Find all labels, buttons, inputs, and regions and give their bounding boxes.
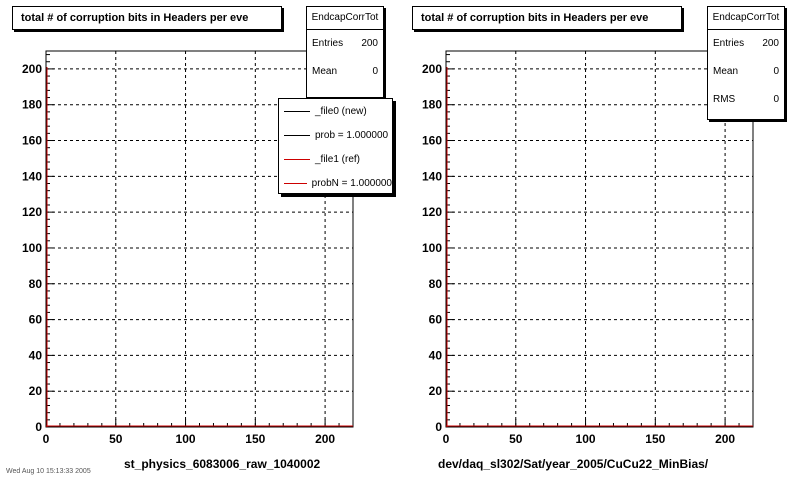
right-stats-box: EndcapCorrTot Entries 200 Mean 0 RMS 0 [707, 6, 785, 120]
left-y-tick-label: 0 [35, 420, 42, 434]
left-plot-title: total # of corruption bits in Headers pe… [12, 6, 282, 30]
left-x-tick-label: 100 [176, 432, 196, 446]
left-stats-name: EndcapCorrTot [307, 7, 383, 30]
legend-label-file0: _file0 (new) [315, 105, 367, 117]
right-y-tick-label: 60 [429, 313, 443, 327]
left-x-tick-label: 0 [43, 432, 50, 446]
left-y-tick-label: 160 [22, 134, 42, 148]
left-stats-entries-row: Entries 200 [307, 30, 383, 58]
right-x-axis-label: dev/daq_sl302/Sat/year_2005/CuCu22_MinBi… [438, 457, 709, 471]
legend-label-prob: prob = 1.000000 [315, 129, 389, 141]
left-x-tick-label: 150 [245, 432, 265, 446]
right-stats-mean-row: Mean 0 [708, 58, 784, 86]
right-stats-entries-row: Entries 200 [708, 30, 784, 58]
legend-label-file1: _file1 (ref) [315, 153, 361, 165]
legend-swatch-probn [284, 182, 307, 184]
right-y-tick-label: 100 [422, 241, 442, 255]
left-y-tick-label: 60 [29, 313, 43, 327]
left-stats-entries-value: 200 [361, 38, 378, 49]
legend-entry-probn: probN = 1.000000 [279, 171, 392, 193]
right-y-tick-label: 0 [435, 420, 442, 434]
right-stats-entries-label: Entries [713, 38, 745, 49]
right-y-tick-label: 20 [429, 384, 443, 398]
left-y-tick-label: 120 [22, 205, 42, 219]
legend-entry-file1: _file1 (ref) [279, 147, 392, 171]
left-y-tick-label: 200 [22, 62, 42, 76]
left-stats-mean-value: 0 [372, 66, 378, 77]
right-stats-rms-value: 0 [773, 94, 779, 105]
left-x-axis-label: st_physics_6083006_raw_1040002 [124, 457, 321, 471]
legend-swatch-file1 [284, 158, 310, 160]
right-y-tick-label: 160 [422, 134, 442, 148]
footer-timestamp: Wed Aug 10 15:13:33 2005 [6, 468, 91, 475]
legend-swatch-prob [284, 134, 310, 136]
left-y-tick-label: 80 [29, 277, 43, 291]
right-y-tick-label: 140 [422, 169, 442, 183]
right-stats-name: EndcapCorrTot [708, 7, 784, 30]
legend-swatch-file0 [284, 110, 310, 112]
right-stats-mean-label: Mean [713, 66, 739, 77]
left-stats-entries-label: Entries [312, 38, 344, 49]
right-x-tick-label: 100 [576, 432, 596, 446]
right-stats-rms-row: RMS 0 [708, 86, 784, 114]
right-y-tick-label: 200 [422, 62, 442, 76]
right-stats-rms-label: RMS [713, 94, 736, 105]
legend-label-probn: probN = 1.000000 [311, 177, 392, 189]
left-y-tick-label: 180 [22, 98, 42, 112]
right-x-tick-label: 0 [443, 432, 450, 446]
legend-entry-prob: prob = 1.000000 [279, 123, 392, 147]
right-plot-title: total # of corruption bits in Headers pe… [412, 6, 682, 30]
right-stats-mean-value: 0 [773, 66, 779, 77]
right-x-tick-label: 50 [509, 432, 523, 446]
right-y-tick-label: 80 [429, 277, 443, 291]
right-y-tick-label: 120 [422, 205, 442, 219]
right-plot-svg: 0 50 100 150 200 0 20 40 60 80 100 120 140 160 180 200 [422, 50, 754, 446]
left-stats-box: EndcapCorrTot Entries 200 Mean 0 [306, 6, 384, 98]
legend-entry-file0: _file0 (new) [279, 99, 392, 123]
right-histogram-panel: 0 50 100 150 200 0 20 40 60 80 100 120 140 160 180 200 … [400, 0, 800, 480]
right-x-tick-label: 200 [715, 432, 735, 446]
left-histogram-panel: 0 50 100 150 200 0 20 40 60 80 100 120 140 160 180 200 … [6, 6, 393, 475]
left-y-tick-label: 100 [22, 241, 42, 255]
left-stats-mean-label: Mean [312, 66, 338, 77]
left-y-tick-label: 40 [29, 348, 43, 362]
right-stats-entries-value: 200 [762, 38, 779, 49]
left-x-tick-label: 200 [315, 432, 335, 446]
right-y-tick-label: 180 [422, 98, 442, 112]
left-y-tick-label: 20 [29, 384, 43, 398]
right-x-tick-label: 150 [645, 432, 665, 446]
left-stats-mean-row: Mean 0 [307, 58, 383, 86]
right-y-tick-label: 40 [429, 348, 443, 362]
left-x-tick-label: 50 [109, 432, 123, 446]
left-legend: _file0 (new) prob = 1.000000 _file1 (ref… [278, 98, 393, 194]
left-plot-svg: 0 50 100 150 200 0 20 40 60 80 100 120 140 160 180 200 [22, 50, 354, 446]
left-y-tick-label: 140 [22, 169, 42, 183]
